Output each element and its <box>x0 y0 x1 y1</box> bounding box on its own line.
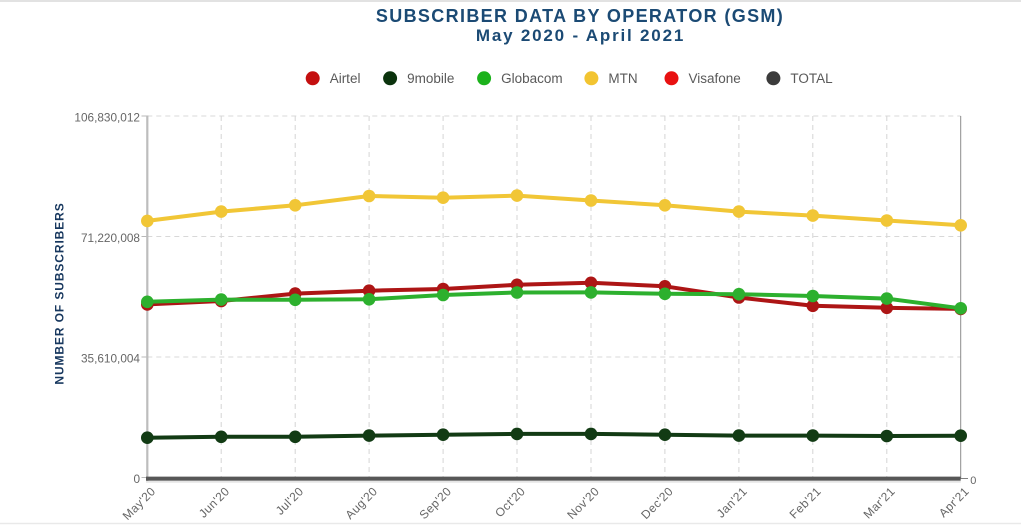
svg-text:Airtel: Airtel <box>330 71 361 86</box>
svg-text:TOTAL: TOTAL <box>790 71 833 86</box>
svg-text:0: 0 <box>970 475 976 487</box>
svg-text:0: 0 <box>133 472 140 486</box>
svg-text:Globacom: Globacom <box>501 71 563 86</box>
svg-text:NUMBER OF SUBSCRIBERS: NUMBER OF SUBSCRIBERS <box>53 202 67 384</box>
svg-text:Visafone: Visafone <box>689 71 741 86</box>
svg-text:35,610,004: 35,610,004 <box>81 351 140 365</box>
svg-text:MTN: MTN <box>608 71 637 86</box>
svg-text:SUBSCRIBER DATA BY OPERATOR (G: SUBSCRIBER DATA BY OPERATOR (GSM) <box>376 6 784 26</box>
svg-text:71,220,008: 71,220,008 <box>81 231 140 245</box>
svg-text:106,830,012: 106,830,012 <box>74 110 140 124</box>
svg-text:9mobile: 9mobile <box>407 71 454 86</box>
svg-text:May 2020 - April 2021: May 2020 - April 2021 <box>476 26 685 45</box>
